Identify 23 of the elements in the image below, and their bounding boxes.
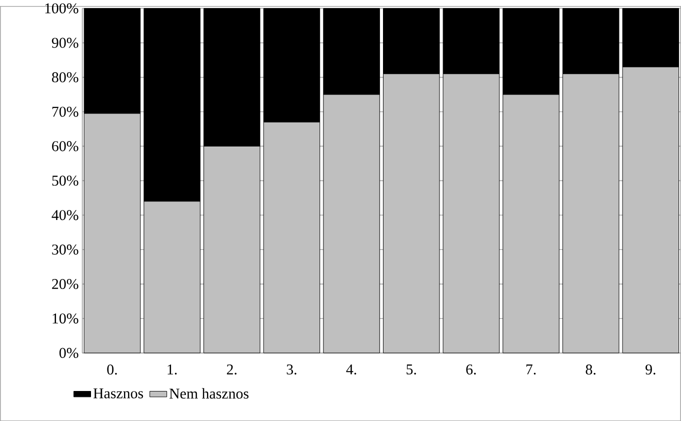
x-tick-label: 1. xyxy=(168,364,177,374)
x-tick-label: 9. xyxy=(646,364,656,374)
x-tick-label: 7. xyxy=(526,364,536,374)
y-tick-label: 30% xyxy=(52,244,78,255)
x-tick-label: 0. xyxy=(107,364,117,374)
x-tick-label: 2. xyxy=(226,364,236,374)
legend-label: Hasznos xyxy=(93,388,144,398)
y-tick-label: 90% xyxy=(52,38,78,48)
y-tick-label: 50% xyxy=(52,175,78,186)
y-tick-label: 60% xyxy=(52,141,78,152)
y-tick-label: 80% xyxy=(52,72,78,82)
y-tick-label: 100% xyxy=(45,3,78,14)
x-tick-label: 3. xyxy=(286,364,296,374)
x-tick-label: 6. xyxy=(466,364,476,374)
x-tick-label: 8. xyxy=(586,364,596,374)
y-tick-label: 70% xyxy=(52,106,78,117)
y-tick-label: 20% xyxy=(52,278,78,289)
y-tick-label: 0% xyxy=(59,348,78,358)
x-tick-label: 5. xyxy=(406,364,416,374)
y-tick-label: 10% xyxy=(52,313,78,324)
y-tick-label: 40% xyxy=(52,210,78,220)
legend-label: Nem hasznos xyxy=(169,388,248,399)
x-tick-label: 4. xyxy=(346,364,356,374)
